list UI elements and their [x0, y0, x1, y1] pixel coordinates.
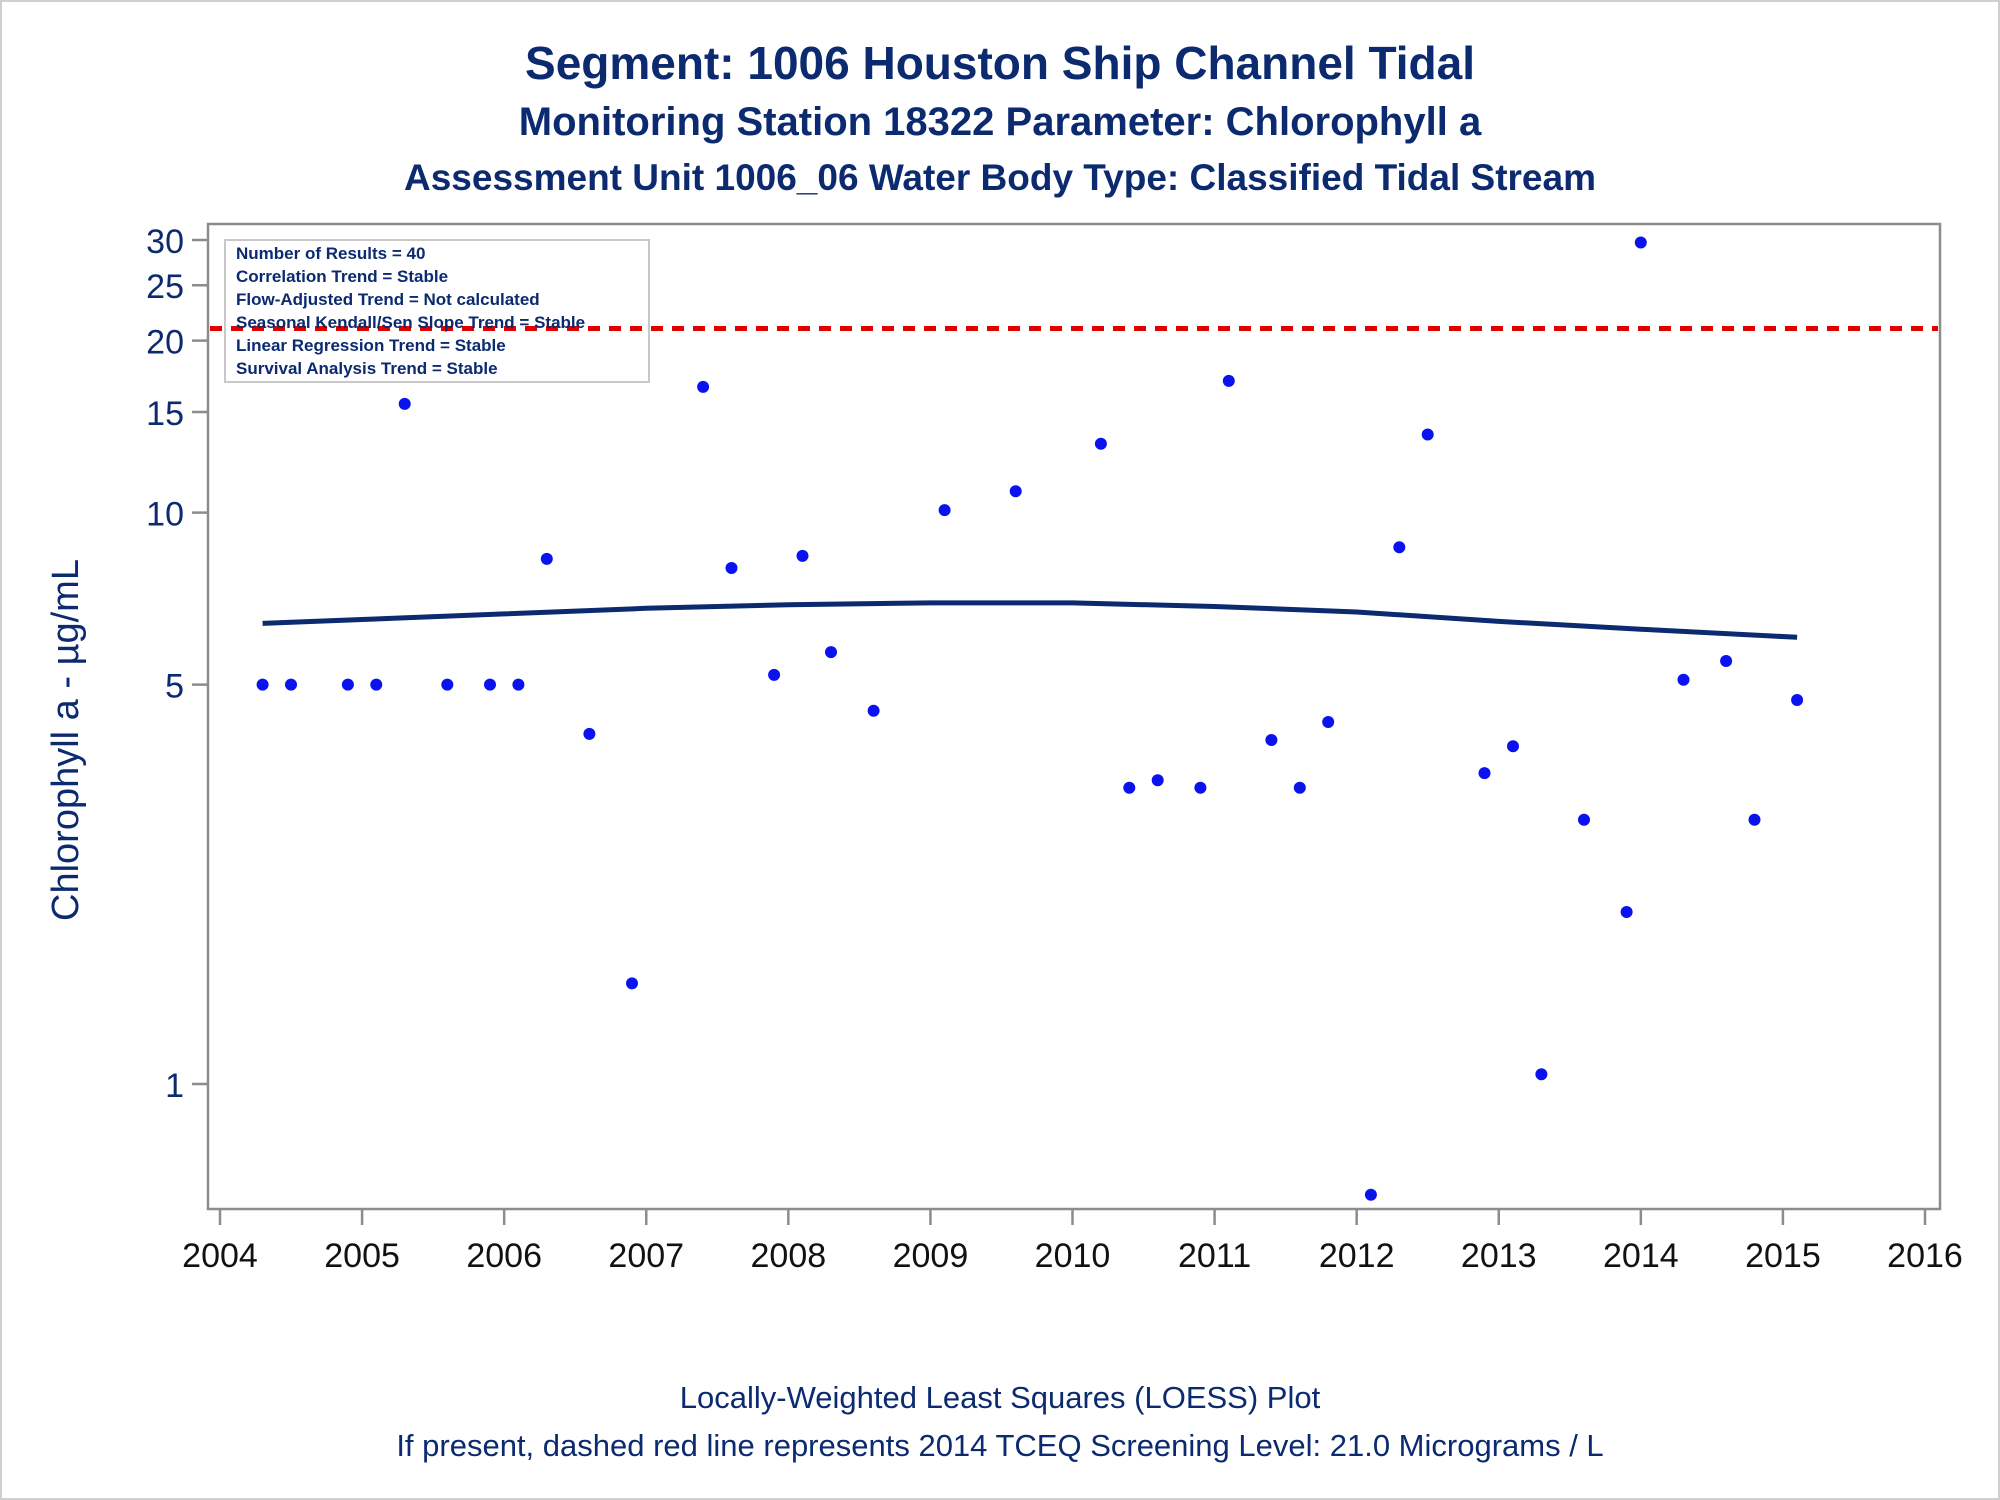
x-tick-label: 2014 [1603, 1237, 1679, 1275]
data-point [1677, 673, 1690, 686]
stat-linear-regression-trend: Linear Regression Trend = Stable [236, 336, 506, 355]
x-tick-label: 2009 [893, 1237, 969, 1275]
y-tick-label: 25 [146, 268, 184, 306]
data-point [1222, 374, 1235, 387]
chart-subtitle-2: Assessment Unit 1006_06 Water Body Type:… [404, 157, 1596, 198]
data-point [1194, 781, 1207, 794]
data-point [1123, 781, 1136, 794]
x-tick-label: 2015 [1745, 1237, 1821, 1275]
data-point [1094, 437, 1107, 450]
data-point [1791, 694, 1804, 706]
chart-title: Segment: 1006 Houston Ship Channel Tidal [525, 37, 1475, 89]
data-point [484, 678, 496, 691]
data-point [1009, 485, 1022, 498]
data-point [1293, 781, 1306, 794]
x-tick-label: 2010 [1035, 1237, 1111, 1275]
x-tick-label: 2005 [324, 1237, 400, 1275]
data-point [697, 380, 710, 393]
data-point [1265, 734, 1278, 746]
data-point [1720, 655, 1733, 667]
data-point [938, 504, 951, 517]
x-tick-label: 2016 [1887, 1237, 1963, 1275]
stat-seasonal-kendall-trend: Seasonal Kendall/Sen Slope Trend = Stabl… [236, 313, 586, 332]
stat-correlation-trend: Correlation Trend = Stable [236, 267, 449, 286]
plot-area [206, 222, 1942, 1211]
footnote-loess: Locally-Weighted Least Squares (LOESS) P… [679, 1380, 1321, 1415]
data-point [583, 727, 596, 740]
stat-flow-adjusted-trend: Flow-Adjusted Trend = Not calculated [236, 290, 540, 309]
data-point [1535, 1068, 1548, 1081]
chart-subtitle: Monitoring Station 18322 Parameter: Chlo… [518, 100, 1482, 144]
y-tick-label: 1 [165, 1067, 184, 1105]
y-tick-label: 5 [165, 668, 184, 706]
y-tick-label: 20 [146, 324, 184, 362]
data-point [1421, 428, 1434, 441]
y-tick-label: 30 [146, 223, 184, 261]
data-point [1578, 813, 1590, 826]
data-point [1393, 541, 1406, 554]
data-point [1507, 740, 1519, 753]
data-point [796, 549, 809, 562]
stat-survival-analysis-trend: Survival Analysis Trend = Stable [236, 359, 498, 378]
loess-curve [262, 600, 1798, 640]
x-tick-label: 2013 [1461, 1237, 1537, 1275]
data-point [1634, 236, 1647, 249]
x-tick-label: 2008 [751, 1237, 827, 1275]
data-point [825, 646, 837, 659]
data-point [1364, 1188, 1377, 1201]
stat-number-of-results: Number of Results = 40 [236, 244, 426, 263]
y-axis-label: Chlorophyll a - µg/mL [45, 559, 87, 921]
data-point [626, 977, 638, 990]
data-point [867, 704, 880, 717]
y-tick-label: 15 [146, 395, 184, 433]
x-tick-label: 2012 [1319, 1237, 1395, 1275]
y-tick-label: 10 [146, 496, 184, 534]
x-axis: 2004 2005 2006 2007 2008 2009 2010 2011 2012 2013… [182, 1209, 1963, 1275]
data-point [768, 668, 781, 681]
data-point [398, 397, 411, 410]
data-point [256, 678, 269, 691]
x-tick-label: 2004 [182, 1237, 258, 1275]
x-tick-label: 2007 [608, 1237, 684, 1275]
data-point [370, 678, 383, 691]
data-point [512, 678, 525, 691]
data-point [341, 678, 354, 691]
data-points-group [256, 236, 1804, 1201]
plot-border [206, 222, 1942, 1211]
x-tick-label: 2011 [1178, 1237, 1251, 1275]
data-point [1620, 906, 1633, 918]
data-point [725, 562, 738, 574]
data-point [441, 678, 454, 691]
trend-statistics-box [224, 239, 650, 383]
data-point [1478, 767, 1491, 780]
data-point [1322, 716, 1335, 728]
x-tick-label: 2006 [466, 1237, 542, 1275]
data-point [285, 678, 297, 691]
data-point [1748, 813, 1761, 826]
footnote-screening-level: If present, dashed red line represents 2… [396, 1428, 1604, 1463]
data-point [1151, 774, 1164, 787]
data-point [540, 552, 553, 565]
loess-curve-group [262, 600, 1798, 640]
